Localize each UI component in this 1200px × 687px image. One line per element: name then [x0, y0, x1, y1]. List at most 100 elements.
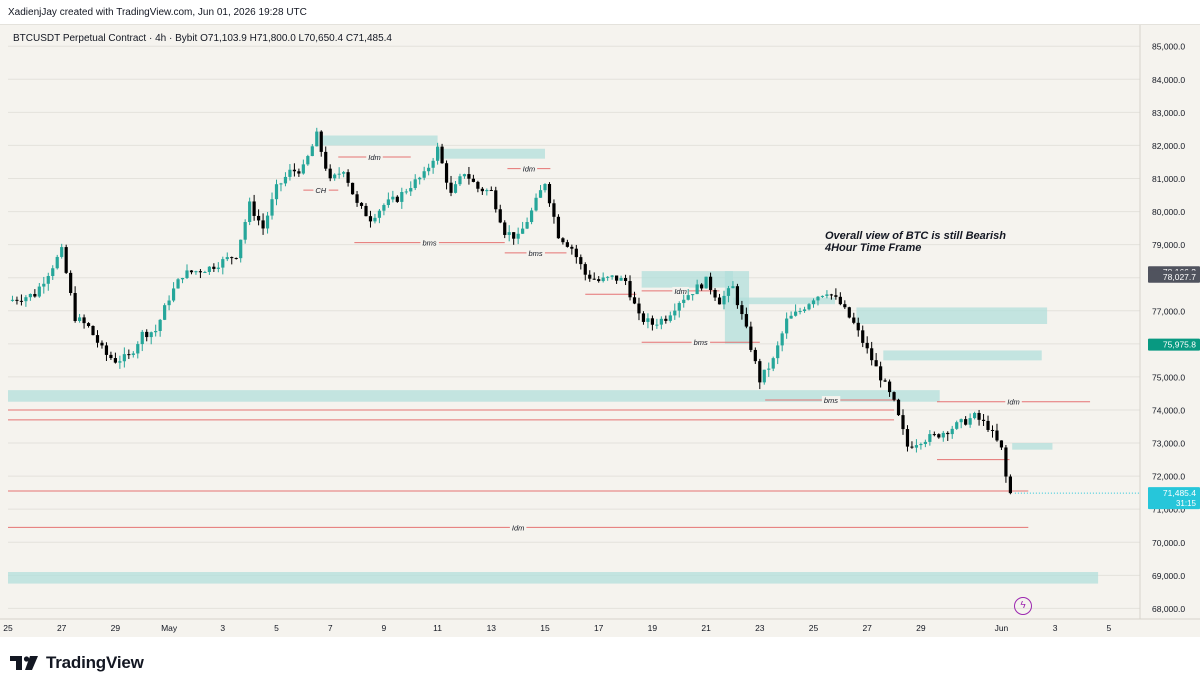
- candle-body: [722, 295, 726, 305]
- candle-body: [999, 440, 1004, 448]
- candle-body: [905, 429, 910, 447]
- candle-body: [968, 418, 972, 425]
- candle-body: [637, 303, 641, 314]
- candle-body: [865, 342, 869, 349]
- candle-body: [176, 279, 180, 289]
- zone: [1012, 443, 1053, 450]
- y-tick-label: 71,000.0: [1152, 505, 1185, 515]
- candle-body: [427, 167, 431, 172]
- candle-body: [413, 179, 417, 189]
- candle-body: [879, 366, 883, 381]
- price-label-box: [1148, 338, 1200, 351]
- candles: [10, 127, 1012, 495]
- x-tick-label: 27: [862, 623, 872, 633]
- candle-body: [265, 215, 270, 229]
- zone: [437, 148, 545, 159]
- candle-body: [337, 173, 341, 175]
- candle-body: [270, 199, 274, 216]
- candle-body: [914, 445, 919, 448]
- time-axis[interactable]: 25 27 29 May 3 5 7 9 11 13 15 17 19 21 23 25 27 29 Jun 3 5: [0, 618, 1200, 633]
- open-value: O71,103.9: [200, 33, 247, 44]
- candle-body: [319, 131, 323, 152]
- candle-body: [977, 412, 981, 420]
- candle-body: [315, 131, 319, 147]
- x-tick-label: 5: [1106, 623, 1111, 633]
- candle-body: [422, 171, 426, 178]
- candle-body: [682, 299, 686, 304]
- candle-body: [543, 183, 547, 191]
- candle-body: [744, 314, 748, 327]
- level-label-bg: [509, 523, 527, 533]
- candle-body: [695, 284, 699, 295]
- candle-body: [937, 434, 941, 438]
- y-tick-label: 83,000.0: [1152, 108, 1185, 118]
- candle-body: [771, 358, 775, 369]
- candle-body: [310, 146, 314, 157]
- candle-body: [547, 183, 552, 204]
- x-tick-label: 9: [382, 623, 387, 633]
- candlestick-chart[interactable]: Idm CH bms bms Idm Idm bms bms Idm Idm 68,000.0 69…: [0, 25, 1200, 638]
- candle-body: [561, 238, 565, 243]
- annotation-line-1: Overall view of BTC is still Bearish: [825, 230, 1006, 242]
- candle-body: [15, 299, 19, 301]
- level-label: bms: [694, 338, 708, 347]
- candle-body: [896, 399, 901, 416]
- candle-body: [740, 305, 744, 315]
- chart-frame[interactable]: Idm CH bms bms Idm Idm bms bms Idm Idm 68,000.0 69…: [0, 24, 1200, 638]
- candle-body: [113, 358, 117, 363]
- candle-body: [297, 171, 301, 174]
- x-tick-label: 21: [701, 623, 711, 633]
- candle-body: [163, 305, 167, 320]
- candle-body: [910, 446, 914, 448]
- zone: [8, 390, 940, 402]
- level-label: CH: [315, 186, 326, 195]
- candle-body: [919, 444, 923, 446]
- candle-body: [852, 317, 856, 323]
- candle-body: [574, 248, 578, 258]
- price-label-text: 71,485.4: [1163, 488, 1196, 498]
- candle-body: [717, 297, 722, 305]
- y-tick-label: 72,000.0: [1152, 472, 1185, 482]
- candle-body: [923, 441, 927, 445]
- candle-body: [753, 349, 757, 362]
- candle-body: [391, 196, 395, 200]
- candle-body: [355, 194, 359, 203]
- supply-demand-zones: [8, 135, 1099, 584]
- x-tick-label: 7: [328, 623, 333, 633]
- candle-body: [606, 276, 610, 278]
- candle-body: [610, 275, 614, 277]
- level-label-bg: [313, 186, 329, 196]
- candle-body: [516, 233, 520, 239]
- level-label-bg: [672, 286, 689, 296]
- candle-body: [664, 318, 668, 321]
- x-tick-label: 25: [809, 623, 819, 633]
- candle-body: [257, 215, 261, 221]
- candle-body: [198, 271, 203, 273]
- tradingview-logo[interactable]: TradingView: [10, 653, 144, 673]
- candle-body: [838, 296, 842, 305]
- price-label-box: [1148, 487, 1200, 510]
- candle-body: [212, 266, 216, 269]
- flash-icon[interactable]: ϟ: [1014, 597, 1032, 615]
- candle-body: [189, 270, 194, 273]
- tradingview-logo-text: TradingView: [46, 653, 144, 672]
- x-tick-label: 27: [57, 623, 67, 633]
- y-tick-label: 82,000.0: [1152, 141, 1185, 151]
- candle-body: [861, 330, 865, 343]
- candle-body: [489, 190, 493, 192]
- candle-body: [887, 381, 892, 393]
- candle-body: [950, 428, 954, 435]
- candle-body: [946, 432, 950, 435]
- candle-body: [883, 380, 887, 382]
- candle-body: [471, 178, 475, 182]
- candle-body: [565, 242, 569, 247]
- candle-body: [762, 369, 766, 383]
- candle-body: [529, 210, 534, 223]
- candle-body: [136, 344, 140, 354]
- candle-body: [601, 277, 605, 282]
- y-tick-label: 70,000.0: [1152, 538, 1185, 548]
- price-axis[interactable]: 68,000.0 69,000.0 70,000.0 71,000.0 72,000.0…: [1139, 25, 1200, 638]
- candle-body: [758, 361, 762, 383]
- candle-body: [86, 323, 91, 326]
- footer: TradingView: [0, 637, 1200, 687]
